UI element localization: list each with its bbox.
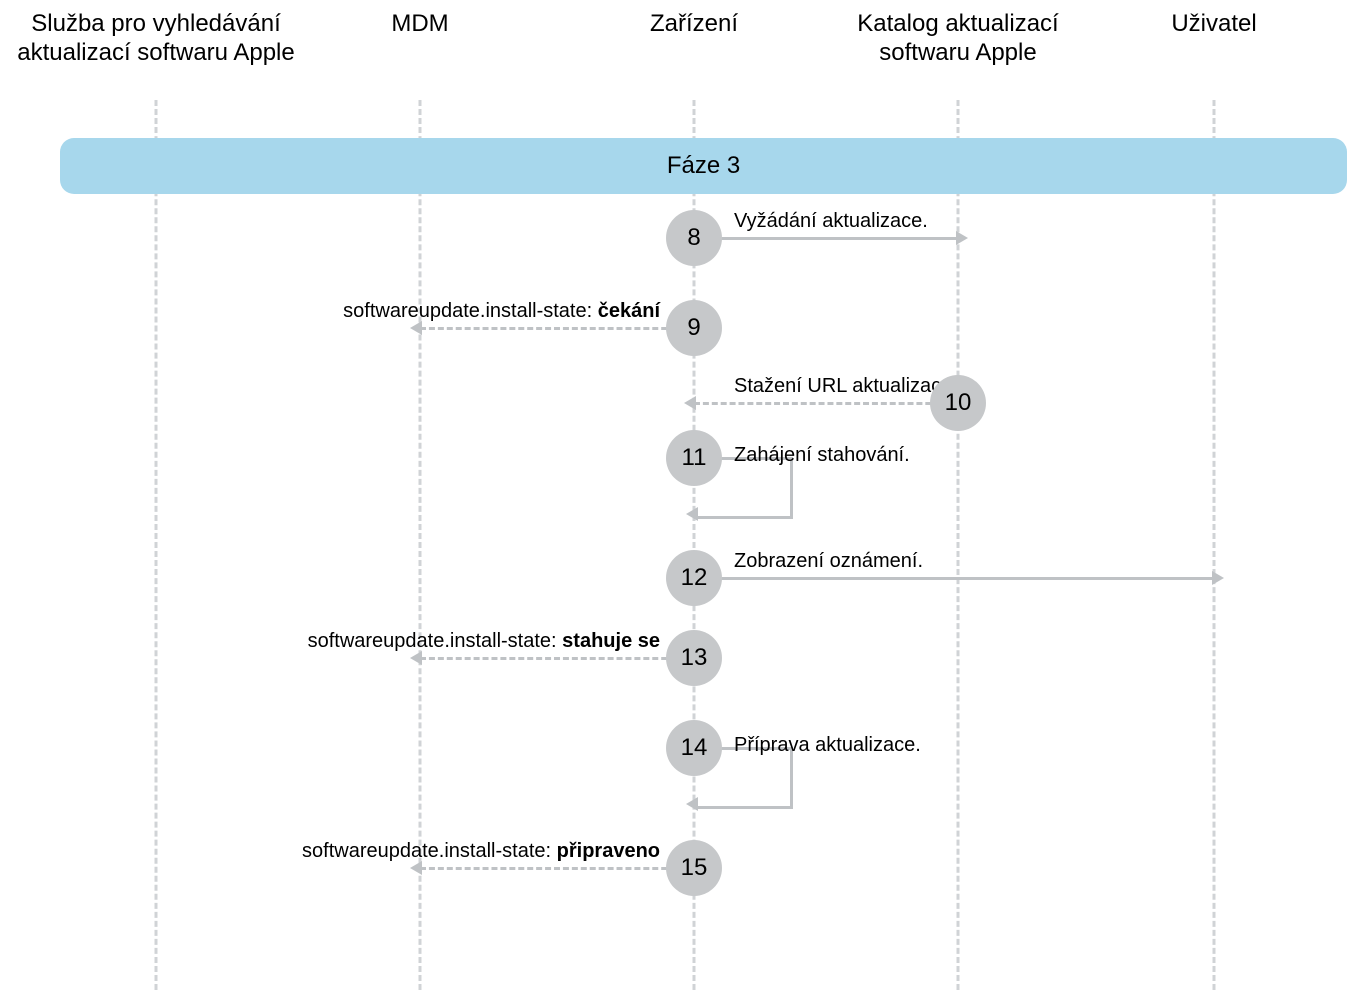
arrow-line — [420, 327, 694, 330]
arrow-label-prefix: softwareupdate.install-state: — [343, 300, 598, 322]
arrow-label: Vyžádání aktualizace. — [734, 210, 928, 233]
phase-bar: Fáze 3 — [60, 138, 1347, 194]
arrow-label-bold: čekání — [598, 300, 660, 322]
lane-label-lookup: Služba pro vyhledávání aktualizací softw… — [17, 10, 295, 68]
lane-label-catalog: Katalog aktualizací softwaru Apple — [857, 10, 1058, 68]
arrow-line — [694, 577, 1214, 580]
self-loop-label: Zahájení stahování. — [734, 444, 910, 467]
arrow-line — [420, 867, 694, 870]
arrow-label-bold: stahuje se — [562, 630, 660, 652]
step-node-15: 15 — [666, 840, 722, 896]
sequence-diagram: Služba pro vyhledávání aktualizací softw… — [0, 0, 1359, 987]
arrowhead-icon — [686, 507, 698, 521]
arrow-label: Stažení URL aktualizace. — [734, 375, 958, 398]
self-loop-label: Příprava aktualizace. — [734, 734, 921, 757]
step-node-9: 9 — [666, 300, 722, 356]
arrow-label: Zobrazení oznámení. — [734, 550, 923, 573]
arrow-line — [420, 657, 694, 660]
arrowhead-icon — [410, 321, 422, 335]
step-node-11: 11 — [666, 430, 722, 486]
arrow-label: softwareupdate.install-state: čekání — [343, 300, 660, 323]
lane-label-device: Zařízení — [650, 10, 738, 39]
arrow-line — [694, 237, 958, 240]
arrow-label: softwareupdate.install-state: připraveno — [302, 840, 660, 863]
arrowhead-icon — [1212, 571, 1224, 585]
arrowhead-icon — [684, 396, 696, 410]
lane-line-user — [1213, 100, 1216, 990]
lane-line-lookup — [155, 100, 158, 990]
arrowhead-icon — [410, 861, 422, 875]
arrow-label: softwareupdate.install-state: stahuje se — [308, 630, 660, 653]
arrowhead-icon — [956, 231, 968, 245]
step-node-13: 13 — [666, 630, 722, 686]
step-node-14: 14 — [666, 720, 722, 776]
arrow-label-prefix: softwareupdate.install-state: — [302, 840, 557, 862]
arrow-label-bold: připraveno — [557, 840, 660, 862]
lane-label-mdm: MDM — [391, 10, 448, 39]
lane-label-user: Uživatel — [1171, 10, 1256, 39]
arrow-line — [694, 402, 958, 405]
step-node-8: 8 — [666, 210, 722, 266]
arrowhead-icon — [686, 797, 698, 811]
step-node-10: 10 — [930, 375, 986, 431]
step-node-12: 12 — [666, 550, 722, 606]
arrow-label-prefix: softwareupdate.install-state: — [308, 630, 563, 652]
arrowhead-icon — [410, 651, 422, 665]
